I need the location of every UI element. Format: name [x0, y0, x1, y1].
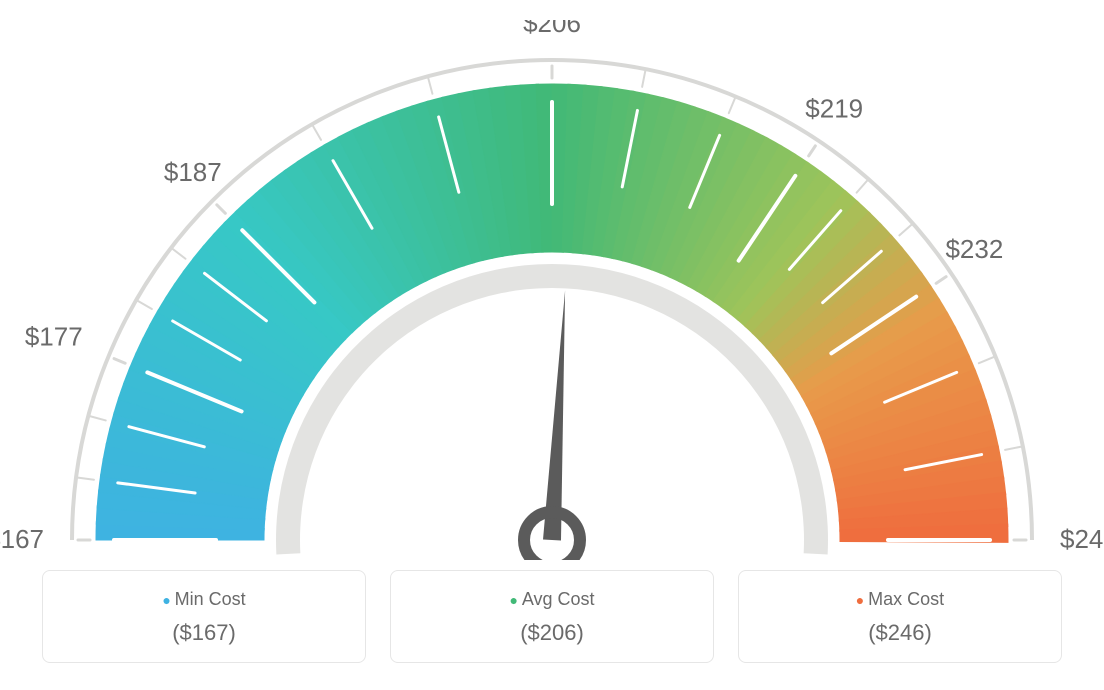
gauge-tick-label: $187 [164, 157, 222, 187]
legend-min-value: ($167) [43, 620, 365, 646]
gauge-tick-label: $177 [25, 322, 83, 352]
gauge-tick-label: $206 [523, 20, 581, 38]
legend-avg-value: ($206) [391, 620, 713, 646]
legend-row: Min Cost ($167) Avg Cost ($206) Max Cost… [42, 570, 1062, 663]
legend-min-label: Min Cost [43, 589, 365, 610]
cost-gauge-chart: $167 $177 $187 $206 $219 $232 $246 [0, 20, 1104, 560]
legend-max-label: Max Cost [739, 589, 1061, 610]
legend-avg-card: Avg Cost ($206) [390, 570, 714, 663]
gauge-needle [543, 290, 565, 540]
legend-max-card: Max Cost ($246) [738, 570, 1062, 663]
gauge-tick-label: $167 [0, 524, 44, 554]
legend-max-value: ($246) [739, 620, 1061, 646]
gauge-tick-label: $232 [945, 234, 1003, 264]
legend-avg-label: Avg Cost [391, 589, 713, 610]
gauge-tick-label: $219 [805, 94, 863, 124]
legend-min-card: Min Cost ($167) [42, 570, 366, 663]
gauge-tick-label: $246 [1060, 524, 1104, 554]
